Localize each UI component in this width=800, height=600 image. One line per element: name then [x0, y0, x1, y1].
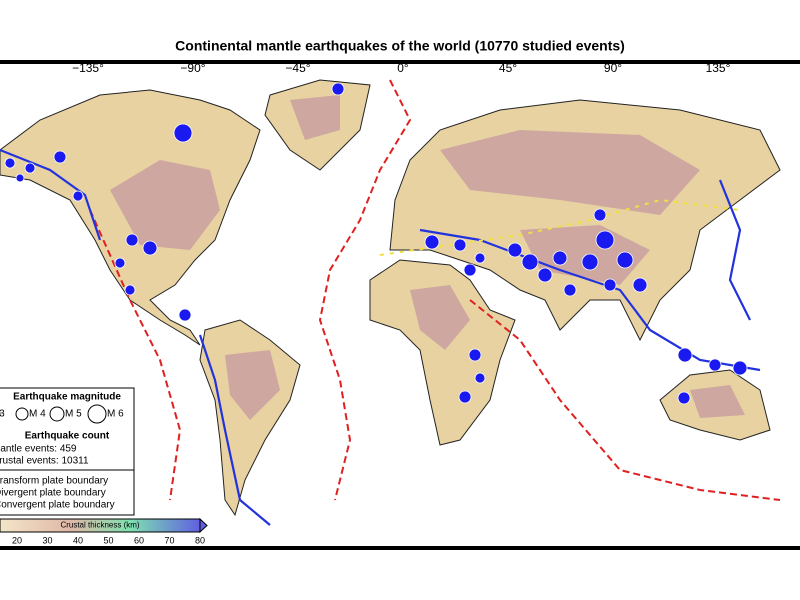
earthquake	[468, 348, 482, 362]
earthquake	[507, 242, 523, 258]
legend-label: M 5	[65, 409, 82, 420]
legend-label: M 4	[29, 409, 46, 420]
thick-crust	[110, 160, 220, 250]
earthquake	[142, 240, 158, 256]
thick-crust	[225, 350, 280, 420]
earthquake	[595, 230, 615, 250]
earthquake	[331, 82, 345, 96]
colorbar-tick: 70	[164, 535, 174, 545]
divergent-boundary	[318, 79, 412, 501]
convergent-boundary	[198, 334, 271, 526]
earthquakes	[4, 82, 748, 405]
colorbar-tick: 30	[42, 535, 52, 545]
earthquake	[593, 208, 607, 222]
earthquake	[178, 308, 192, 322]
longitude-label: −45°	[285, 61, 310, 75]
colorbar-tick: 60	[134, 535, 144, 545]
legend: Earthquake magnitude M 3 M 4 M 5 M 6 Ear…	[0, 387, 135, 516]
colorbar-ticks: 20 30 40 50 60 70 80	[12, 535, 205, 545]
legend-circle	[15, 407, 29, 421]
earthquake	[677, 347, 693, 363]
earthquake	[453, 238, 467, 252]
longitude-labels: −135° −90° −45° 0° 45° 90° 135°	[72, 61, 731, 75]
earthquake	[603, 278, 617, 292]
thick-crust	[690, 385, 745, 418]
earthquake	[424, 234, 440, 250]
convergent-boundary	[718, 179, 751, 321]
longitude-label: 45°	[499, 61, 517, 75]
earthquake	[552, 250, 568, 266]
thick-crust	[410, 285, 470, 350]
continents	[0, 79, 781, 517]
earthquake	[124, 284, 136, 296]
legend-label: M 6	[107, 409, 124, 420]
legend-title: Earthquake count	[25, 431, 110, 442]
earthquake	[616, 251, 634, 269]
earthquake	[173, 123, 193, 143]
legend-item: Divergent plate boundary	[0, 488, 106, 499]
legend-item: Crustal events: 10311	[0, 456, 89, 467]
earthquake	[24, 162, 36, 174]
earthquake	[677, 391, 691, 405]
earthquake	[474, 252, 486, 264]
longitude-label: −135°	[72, 61, 104, 75]
legend-item: Convergent plate boundary	[0, 500, 115, 511]
earthquake	[581, 253, 599, 271]
colorbar-arrow	[199, 517, 208, 534]
earthquake	[521, 253, 539, 271]
colorbar-title: Crustal thickness (km)	[60, 521, 139, 530]
map-title: Continental mantle earthquakes of the wo…	[175, 38, 625, 54]
earthquake	[53, 150, 67, 164]
colorbar-tick: 50	[103, 535, 113, 545]
earthquake	[463, 263, 477, 277]
earthquake	[732, 360, 748, 376]
frame-bottom	[0, 546, 800, 550]
earthquake	[632, 277, 648, 293]
earthquake	[537, 267, 553, 283]
earthquake	[4, 157, 16, 169]
divergent-boundary	[469, 299, 781, 501]
earthquake	[474, 372, 486, 384]
legend-title: Earthquake magnitude	[13, 392, 121, 403]
earthquake	[458, 390, 472, 404]
legend-item: Mantle events: 459	[0, 444, 77, 455]
colorbar-tick: 40	[73, 535, 83, 545]
africa	[369, 259, 516, 446]
legend-label: M 3	[0, 409, 5, 420]
divergent-boundary	[89, 209, 182, 501]
legend-circle	[87, 404, 107, 424]
colorbar-tick: 80	[195, 535, 205, 545]
thick-crust	[440, 130, 700, 215]
earthquake	[563, 283, 577, 297]
earthquake	[125, 233, 139, 247]
legend-item: Transform plate boundary	[0, 476, 108, 487]
thick-crust	[290, 95, 340, 140]
plate-boundaries	[0, 79, 781, 526]
earthquake	[72, 190, 84, 202]
frame-top	[0, 60, 800, 64]
legend-circle	[49, 406, 65, 422]
colorbar: Crustal thickness (km) 20 30 40 50 60 70 80	[0, 517, 208, 545]
longitude-label: 90°	[604, 61, 622, 75]
longitude-label: 0°	[397, 61, 409, 75]
convergent-boundary	[0, 148, 102, 241]
longitude-label: −90°	[180, 61, 205, 75]
earthquake	[708, 358, 722, 372]
earthquake	[15, 173, 25, 183]
earthquake	[114, 257, 126, 269]
longitude-label: 135°	[706, 61, 731, 75]
colorbar-tick: 20	[12, 535, 22, 545]
thick-crust	[520, 225, 650, 285]
